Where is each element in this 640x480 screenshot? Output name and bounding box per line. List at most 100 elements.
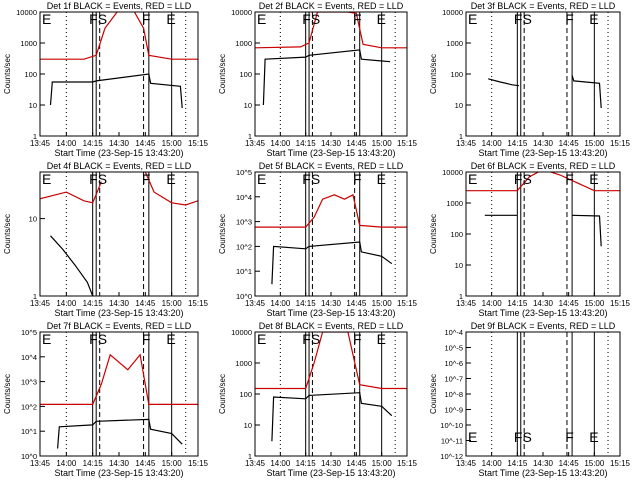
series-events-line <box>262 49 391 106</box>
x-tick-label: 13:45 <box>245 139 266 148</box>
x-tick-label: 13:45 <box>245 459 266 468</box>
phase-marker: E <box>166 171 175 187</box>
x-tick-label: 15:15 <box>188 459 209 468</box>
y-tick-label: 10000 <box>16 8 37 17</box>
y-tick-label: 1000 <box>235 39 252 48</box>
phase-marker: FS <box>89 171 107 187</box>
y-tick-label: 10^1 <box>236 267 252 276</box>
series-lld-line <box>255 332 407 390</box>
x-tick-label: 15:15 <box>610 299 631 308</box>
x-tick-label: 14:30 <box>321 299 342 308</box>
phase-marker: F <box>353 11 362 27</box>
phase-marker: E <box>468 11 477 27</box>
x-axis-label: Start Time (23-Sep-15 13:43:20) <box>266 468 395 478</box>
y-tick-label: 10^-5 <box>444 344 463 353</box>
x-axis-label: Start Time (23-Sep-15 13:43:20) <box>266 148 395 158</box>
y-tick-label: 10 <box>455 101 463 110</box>
x-tick-label: 15:00 <box>162 139 183 148</box>
x-tick-label: 15:00 <box>162 459 183 468</box>
phase-marker: F <box>565 429 574 445</box>
y-tick-label: 10 <box>244 101 252 110</box>
x-tick-label: 15:15 <box>610 459 631 468</box>
x-tick-label: 14:00 <box>270 299 291 308</box>
x-tick-label: 14:00 <box>482 459 503 468</box>
panel-title: Det 6f BLACK = Events, RED = LLD <box>471 161 616 171</box>
x-tick-label: 14:15 <box>507 459 528 468</box>
series-lld-line <box>255 193 407 228</box>
phase-marker: F <box>565 171 574 187</box>
phase-marker: FS <box>302 331 320 347</box>
x-tick-label: 14:00 <box>56 299 77 308</box>
panel-3: Det 3f BLACK = Events, RED = LLD 13:45 14:… <box>429 1 631 158</box>
y-axis-label: Counts/sec <box>429 374 438 414</box>
phase-marker: E <box>257 331 266 347</box>
y-axis-label: Counts/sec <box>3 374 12 414</box>
series-events-line <box>57 418 183 449</box>
x-tick-label: 13:45 <box>30 139 51 148</box>
y-tick-label: 100 <box>239 70 252 79</box>
x-tick-label: 14:30 <box>533 299 554 308</box>
y-tick-label: 10^-6 <box>444 359 463 368</box>
x-tick-label: 13:45 <box>456 139 477 148</box>
x-tick-label: 14:30 <box>533 459 554 468</box>
phase-marker: E <box>166 11 175 27</box>
x-axis-label: Start Time (23-Sep-15 13:43:20) <box>478 148 607 158</box>
series-lld-line <box>144 172 198 206</box>
panel-4: Det 4f BLACK = Events, RED = LLD 13:45 14:… <box>3 161 209 318</box>
y-axis-label: Counts/sec <box>3 214 12 254</box>
y-tick-label: 10^-9 <box>444 406 463 415</box>
x-tick-label: 15:00 <box>372 299 393 308</box>
y-tick-label: 10^0 <box>21 452 37 461</box>
x-axis-label: Start Time (23-Sep-15 13:43:20) <box>478 308 607 318</box>
series-events-line <box>271 392 393 442</box>
phase-marker: E <box>42 11 51 27</box>
phase-marker: F <box>142 331 151 347</box>
phase-marker: E <box>166 331 175 347</box>
y-tick-label: 10000 <box>231 328 252 337</box>
x-tick-label: 15:15 <box>397 139 418 148</box>
y-tick-label: 10^-12 <box>440 452 463 461</box>
x-tick-label: 14:00 <box>482 139 503 148</box>
x-tick-label: 14:00 <box>482 299 503 308</box>
series-lld-line <box>40 353 198 405</box>
x-tick-label: 15:15 <box>188 299 209 308</box>
y-tick-label: 10^-7 <box>444 375 463 384</box>
x-tick-label: 14:45 <box>135 139 156 148</box>
series-lld-line <box>255 12 407 49</box>
phase-marker: E <box>42 331 51 347</box>
phase-marker: E <box>377 171 386 187</box>
phase-marker: E <box>589 11 598 27</box>
x-tick-label: 15:00 <box>584 139 605 148</box>
phase-marker: E <box>257 171 266 187</box>
phase-marker: E <box>589 429 598 445</box>
plot-frame <box>39 171 199 297</box>
x-axis-label: Start Time (23-Sep-15 13:43:20) <box>266 308 395 318</box>
plot-frame <box>39 331 199 457</box>
series-events-line <box>49 73 183 109</box>
y-tick-label: 10^2 <box>21 402 37 411</box>
y-tick-label: 10 <box>455 261 463 270</box>
x-axis-label: Start Time (23-Sep-15 13:43:20) <box>54 308 183 318</box>
y-tick-label: 1000 <box>446 39 463 48</box>
phase-marker: E <box>468 171 477 187</box>
y-tick-label: 100 <box>239 390 252 399</box>
series-events-line <box>50 235 94 296</box>
y-tick-label: 10^5 <box>21 328 37 337</box>
y-axis-label: Counts/sec <box>3 54 12 94</box>
y-tick-label: 10000 <box>442 8 463 17</box>
y-tick-label: 10^5 <box>236 168 252 177</box>
panel-title: Det 8f BLACK = Events, RED = LLD <box>259 321 404 331</box>
x-tick-label: 14:30 <box>321 459 342 468</box>
x-tick-label: 15:00 <box>372 139 393 148</box>
x-tick-label: 15:00 <box>584 459 605 468</box>
phase-marker: E <box>589 171 598 187</box>
panel-1: Det 1f BLACK = Events, RED = LLD 13:45 14:… <box>3 1 209 158</box>
panel-9: Det 9f BLACK = Events, RED = LLD 13:45 14:… <box>429 321 631 478</box>
phase-marker: F <box>353 171 362 187</box>
x-tick-label: 14:45 <box>346 459 367 468</box>
phase-marker: FS <box>89 11 107 27</box>
phase-marker: F <box>142 171 151 187</box>
x-tick-label: 13:45 <box>456 459 477 468</box>
y-tick-label: 10^2 <box>236 242 252 251</box>
x-tick-label: 13:45 <box>30 459 51 468</box>
